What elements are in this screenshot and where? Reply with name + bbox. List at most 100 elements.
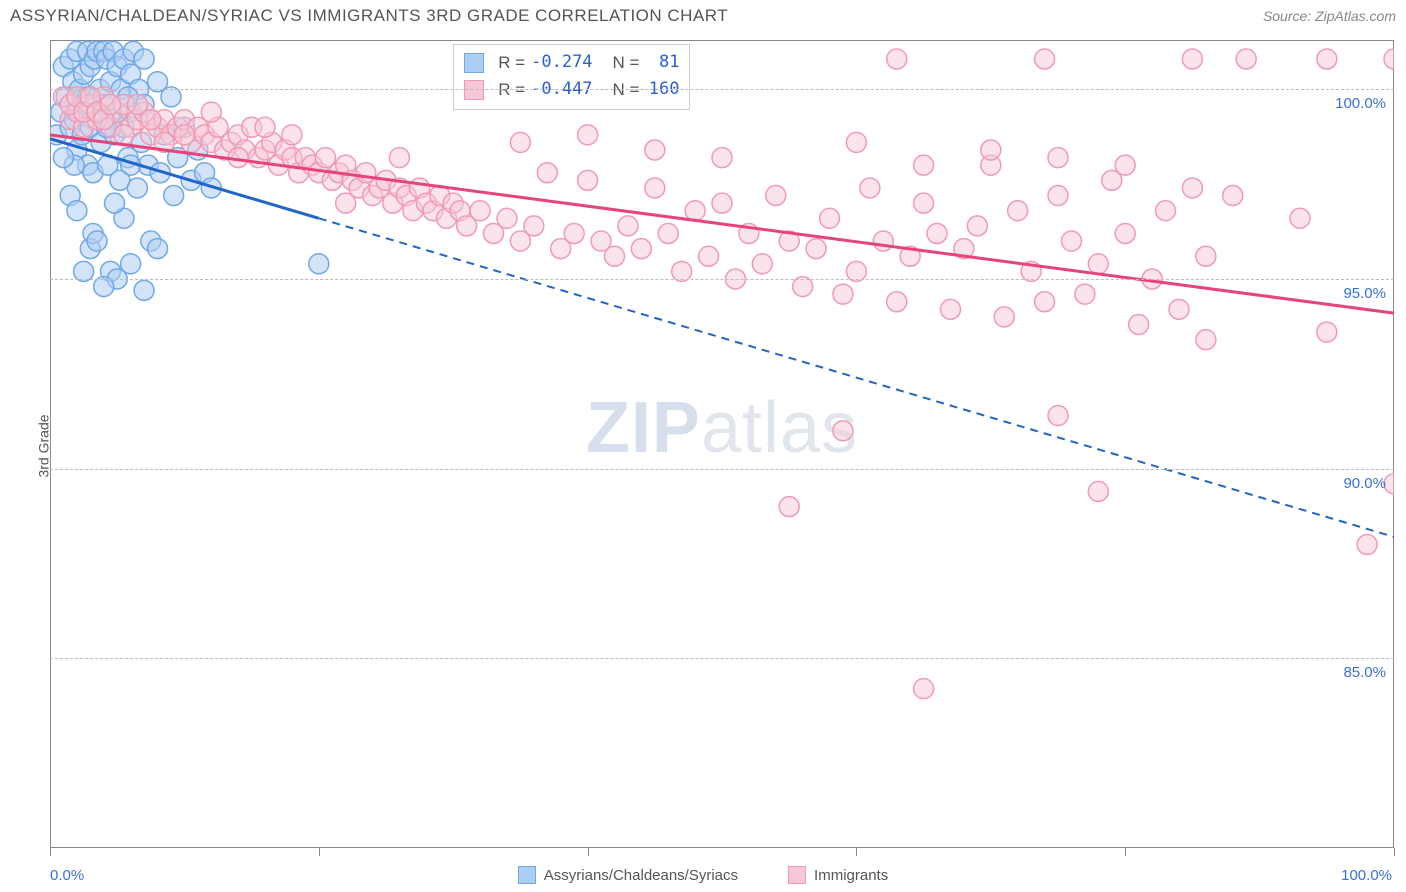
- scatter-point: [309, 254, 329, 274]
- scatter-point: [174, 125, 194, 145]
- scatter-point: [578, 125, 598, 145]
- stats-row: R = -0.274N = 81: [464, 49, 679, 76]
- stat-r-label: R =: [498, 49, 525, 76]
- x-tick: [319, 848, 320, 856]
- x-tick: [50, 848, 51, 856]
- scatter-point: [1048, 406, 1068, 426]
- scatter-point: [645, 140, 665, 160]
- scatter-point: [631, 239, 651, 259]
- scatter-point: [887, 292, 907, 312]
- scatter-point: [766, 186, 786, 206]
- y-tick-label: 90.0%: [1343, 475, 1386, 492]
- scatter-point: [282, 125, 302, 145]
- stat-r-value: -0.274: [531, 49, 592, 76]
- scatter-point: [820, 208, 840, 228]
- scatter-point: [967, 216, 987, 236]
- scatter-point: [833, 284, 853, 304]
- scatter-point: [1035, 49, 1055, 69]
- scatter-point: [914, 679, 934, 699]
- scatter-point: [779, 497, 799, 517]
- scatter-point: [658, 223, 678, 243]
- scatter-point: [121, 254, 141, 274]
- scatter-point: [564, 223, 584, 243]
- scatter-point: [497, 208, 517, 228]
- scatter-point: [1357, 535, 1377, 555]
- legend-item: Immigrants: [788, 866, 888, 884]
- scatter-point: [1223, 186, 1243, 206]
- scatter-point: [860, 178, 880, 198]
- scatter-point: [1129, 315, 1149, 335]
- scatter-point: [1182, 178, 1202, 198]
- scatter-point: [1115, 223, 1135, 243]
- x-axis-min-label: 0.0%: [50, 867, 84, 884]
- scatter-point: [806, 239, 826, 259]
- chart-title: ASSYRIAN/CHALDEAN/SYRIAC VS IMMIGRANTS 3…: [10, 6, 728, 26]
- legend-swatch: [788, 866, 806, 884]
- scatter-svg: [50, 40, 1394, 848]
- scatter-point: [470, 201, 490, 221]
- scatter-point: [994, 307, 1014, 327]
- scatter-point: [164, 186, 184, 206]
- scatter-point: [1196, 330, 1216, 350]
- scatter-point: [833, 421, 853, 441]
- legend-label: Immigrants: [814, 867, 888, 884]
- scatter-point: [604, 246, 624, 266]
- scatter-point: [618, 216, 638, 236]
- scatter-point: [524, 216, 544, 236]
- scatter-point: [1075, 284, 1095, 304]
- x-tick: [856, 848, 857, 856]
- scatter-point: [1236, 49, 1256, 69]
- scatter-point: [873, 231, 893, 251]
- scatter-point: [100, 94, 120, 114]
- scatter-point: [1088, 481, 1108, 501]
- scatter-point: [645, 178, 665, 198]
- x-tick: [1125, 848, 1126, 856]
- scatter-point: [201, 102, 221, 122]
- series-swatch: [464, 53, 484, 73]
- legend-swatch: [518, 866, 536, 884]
- scatter-point: [578, 170, 598, 190]
- scatter-point: [537, 163, 557, 183]
- scatter-point: [87, 231, 107, 251]
- scatter-point: [255, 117, 275, 137]
- source-attribution: Source: ZipAtlas.com: [1263, 8, 1396, 24]
- y-tick-label: 95.0%: [1343, 285, 1386, 302]
- y-tick-label: 100.0%: [1335, 95, 1386, 112]
- scatter-point: [148, 239, 168, 259]
- correlation-stats-box: R = -0.274N = 81R = -0.447N = 160: [453, 44, 690, 110]
- scatter-point: [887, 49, 907, 69]
- scatter-point: [940, 299, 960, 319]
- bottom-legend: Assyrians/Chaldeans/Syriacs Immigrants: [0, 866, 1406, 884]
- y-gridline: [50, 469, 1394, 470]
- scatter-point: [114, 125, 134, 145]
- scatter-point: [127, 178, 147, 198]
- scatter-point: [1115, 155, 1135, 175]
- scatter-point: [699, 246, 719, 266]
- plot-area: ZIPatlas R = -0.274N = 81R = -0.447N = 1…: [50, 40, 1394, 848]
- y-tick-label: 85.0%: [1343, 664, 1386, 681]
- scatter-point: [134, 49, 154, 69]
- scatter-point: [846, 132, 866, 152]
- y-gridline: [50, 89, 1394, 90]
- x-tick: [588, 848, 589, 856]
- scatter-point: [1008, 201, 1028, 221]
- scatter-point: [389, 148, 409, 168]
- scatter-point: [1169, 299, 1189, 319]
- scatter-point: [336, 193, 356, 213]
- scatter-point: [981, 140, 1001, 160]
- scatter-point: [1048, 186, 1068, 206]
- scatter-point: [1156, 201, 1176, 221]
- scatter-point: [1290, 208, 1310, 228]
- scatter-point: [914, 155, 934, 175]
- legend-item: Assyrians/Chaldeans/Syriacs: [518, 866, 738, 884]
- scatter-point: [1061, 231, 1081, 251]
- scatter-point: [141, 110, 161, 130]
- scatter-point: [927, 223, 947, 243]
- scatter-point: [752, 254, 772, 274]
- scatter-point: [1384, 49, 1394, 69]
- y-gridline: [50, 658, 1394, 659]
- scatter-point: [1317, 49, 1337, 69]
- scatter-point: [1182, 49, 1202, 69]
- scatter-point: [1196, 246, 1216, 266]
- scatter-point: [134, 280, 154, 300]
